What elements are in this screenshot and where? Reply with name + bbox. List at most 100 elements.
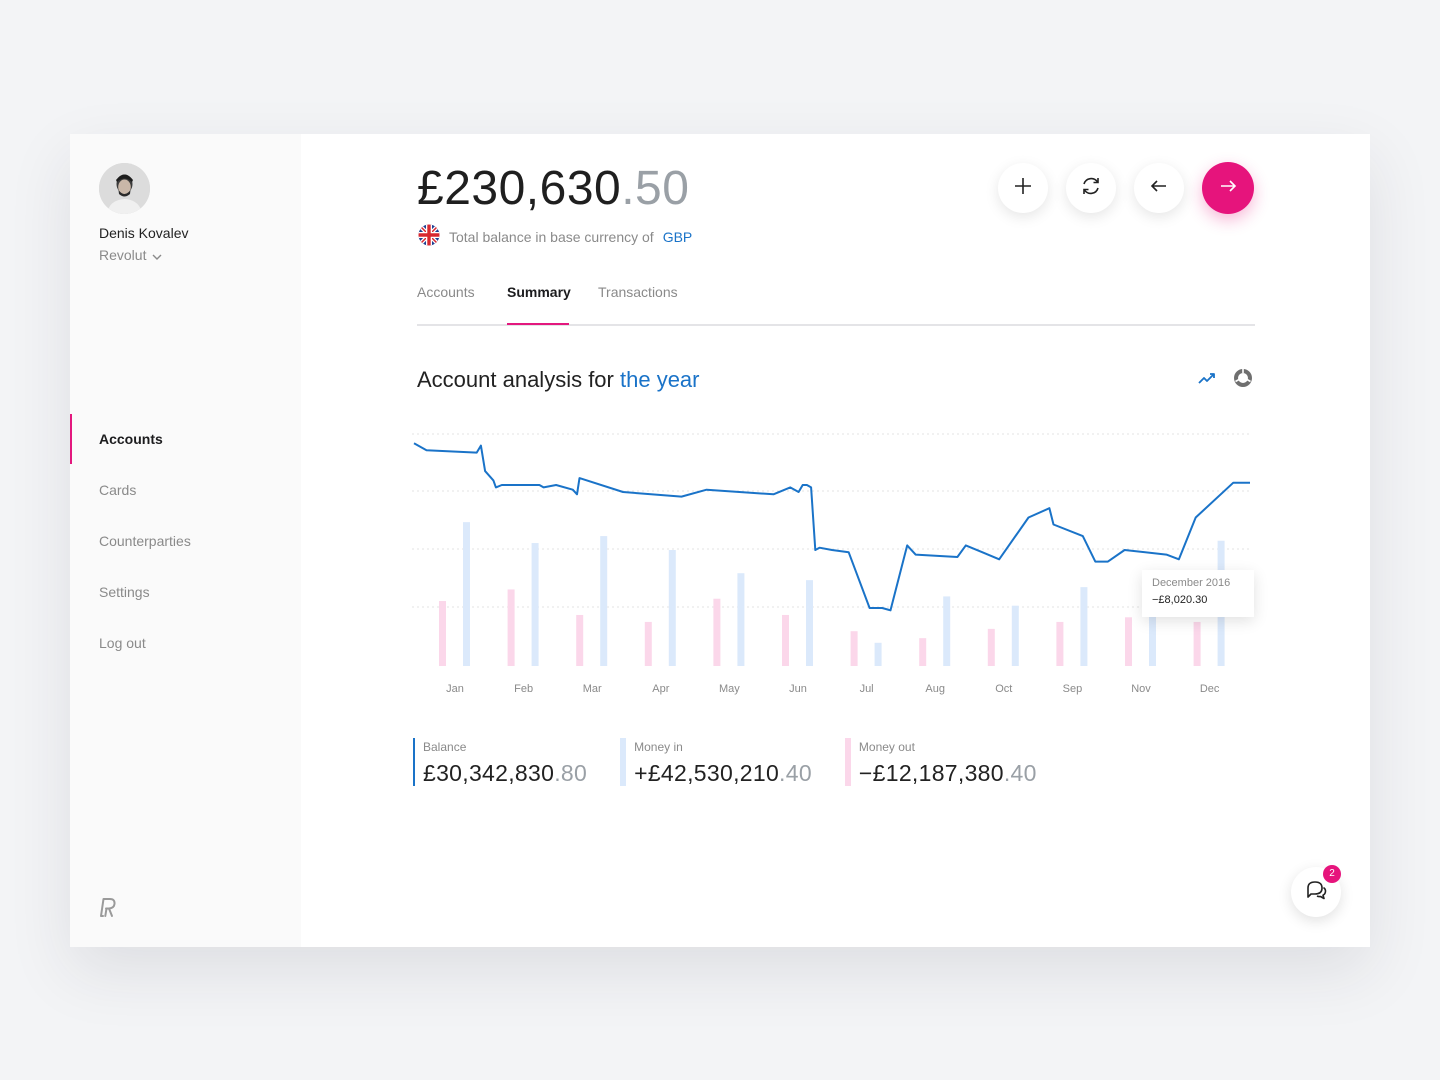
total-balance: £230,630.50: [417, 161, 689, 216]
add-icon: [1013, 176, 1033, 201]
sidebar-item-log-out[interactable]: Log out: [99, 635, 146, 651]
balance-cents: .50: [621, 162, 690, 215]
refresh-icon: [1080, 175, 1102, 202]
account-analysis-chart: Jan Feb Mar Apr May Jun Jul Aug Oct Sep Nov Dec: [412, 433, 1252, 695]
stat-money-out-label: Money out: [858, 740, 915, 754]
sidebar-item-settings[interactable]: Settings: [99, 584, 150, 600]
money-out-bar[interactable]: [507, 589, 515, 666]
stat-balance-value: £30,342,830.80: [423, 760, 587, 787]
stat-money-in-label: Money in: [634, 740, 683, 754]
base-currency-text: Total balance in base currency of: [449, 228, 654, 245]
section-title-prefix: Account analysis for: [417, 367, 614, 392]
organization-label: Revolut: [99, 247, 147, 263]
tab-accounts[interactable]: Accounts: [417, 284, 475, 300]
donut-chart-icon[interactable]: [1233, 368, 1253, 388]
stat-money-in-main: +£42,530,210: [634, 760, 780, 786]
x-tick-label: Feb: [514, 683, 533, 695]
x-tick-label: Apr: [652, 683, 669, 695]
x-tick-label: Jul: [860, 683, 874, 695]
chart-tooltip: December 2016 −£8,020.30: [1142, 570, 1254, 617]
base-currency-link[interactable]: GBP: [662, 228, 693, 245]
line-chart-icon[interactable]: [1197, 368, 1217, 388]
money-in-bar[interactable]: [1149, 608, 1156, 666]
money-out-bar[interactable]: [576, 614, 584, 666]
money-in-bar[interactable]: [737, 573, 745, 666]
money-in-bar[interactable]: [463, 522, 470, 666]
active-tab-indicator: [507, 323, 569, 325]
forward-button[interactable]: [1202, 162, 1254, 214]
stat-balance-marker: [413, 738, 415, 786]
tab-bar: Accounts Summary Transactions: [417, 280, 1255, 326]
money-out-bar[interactable]: [782, 614, 789, 666]
app-window: Denis Kovalev Revolut Accounts Cards Cou…: [70, 134, 1370, 947]
money-in-bar[interactable]: [943, 596, 951, 666]
money-out-bar[interactable]: [1193, 621, 1201, 666]
header-actions: [998, 162, 1254, 214]
balance-line[interactable]: [413, 442, 1250, 612]
chart-view-toggles: [1197, 368, 1253, 388]
stat-balance: Balance £30,342,830.80: [413, 738, 587, 786]
sidebar-item-counterparties[interactable]: Counterparties: [99, 533, 191, 549]
stat-money-out-value: −£12,187,380.40: [855, 760, 1037, 787]
money-in-bar[interactable]: [1080, 587, 1088, 666]
stat-money-in: Money in +£42,530,210.40: [620, 738, 812, 786]
add-button[interactable]: [998, 163, 1048, 213]
stat-balance-main: £30,342,830: [423, 760, 555, 786]
base-currency-line: Total balance in base currency of GBP: [418, 224, 692, 249]
money-out-bar[interactable]: [1056, 621, 1064, 666]
avatar[interactable]: [99, 163, 150, 214]
money-out-bar[interactable]: [987, 628, 995, 666]
uk-flag-icon: [418, 224, 440, 249]
period-selector[interactable]: the year: [620, 367, 700, 392]
sidebar-nav: Accounts Cards Counterparties Settings L…: [70, 414, 301, 669]
money-in-bar[interactable]: [600, 536, 608, 666]
x-tick-label: Nov: [1131, 683, 1151, 695]
money-out-bar[interactable]: [439, 601, 446, 666]
revolut-logo-icon: [98, 896, 118, 923]
stat-money-out-marker: [844, 738, 851, 786]
money-in-bar[interactable]: [806, 580, 813, 666]
x-tick-label: Dec: [1200, 683, 1220, 695]
stat-money-in-cents: .40: [779, 760, 812, 786]
x-tick-label: Oct: [995, 683, 1012, 695]
chat-button[interactable]: 2: [1291, 865, 1341, 917]
back-button[interactable]: [1134, 163, 1184, 213]
money-in-bar[interactable]: [1011, 605, 1019, 666]
x-tick-label: Aug: [925, 683, 945, 695]
money-out-bar[interactable]: [850, 631, 858, 666]
stat-money-in-value: +£42,530,210.40: [630, 760, 812, 787]
stat-money-out-cents: .40: [1003, 760, 1037, 786]
stat-money-out: Money out −£12,187,380.40: [844, 738, 1037, 787]
stat-money-in-marker: [620, 738, 627, 786]
stat-money-out-main: −£12,187,380: [858, 760, 1004, 786]
money-out-bar[interactable]: [713, 598, 721, 666]
money-in-bar[interactable]: [668, 550, 676, 666]
sidebar: Denis Kovalev Revolut Accounts Cards Cou…: [70, 134, 301, 947]
money-in-bar[interactable]: [874, 642, 882, 666]
sidebar-item-cards[interactable]: Cards: [99, 482, 137, 498]
sidebar-item-accounts[interactable]: Accounts: [70, 414, 301, 465]
tab-summary[interactable]: Summary: [507, 284, 571, 300]
x-tick-label: Jun: [789, 683, 807, 695]
money-out-bar[interactable]: [644, 621, 652, 666]
chat-icon: [1304, 879, 1328, 906]
x-tick-label: Sep: [1063, 683, 1083, 695]
arrow-right-icon: [1218, 176, 1238, 201]
user-name: Denis Kovalev: [99, 225, 189, 241]
x-tick-label: Mar: [583, 683, 602, 695]
main-content: £230,630.50 Total balance in base curren…: [301, 134, 1370, 947]
summary-stats: Balance £30,342,830.80 Money in +£42,530…: [413, 738, 1070, 786]
tab-transactions[interactable]: Transactions: [598, 284, 678, 300]
money-out-bar[interactable]: [1125, 617, 1132, 666]
money-out-bar[interactable]: [919, 638, 927, 666]
tooltip-label: December 2016: [1152, 577, 1231, 589]
balance-main: £230,630: [417, 162, 622, 215]
section-title: Account analysis for the year: [417, 367, 700, 393]
stat-balance-cents: .80: [554, 760, 588, 786]
money-in-bar[interactable]: [531, 543, 539, 666]
organization-switcher[interactable]: Revolut: [99, 247, 162, 263]
chevron-down-icon: [152, 247, 162, 263]
x-tick-label: Jan: [446, 683, 464, 695]
stat-balance-label: Balance: [423, 740, 467, 754]
refresh-button[interactable]: [1066, 163, 1116, 213]
